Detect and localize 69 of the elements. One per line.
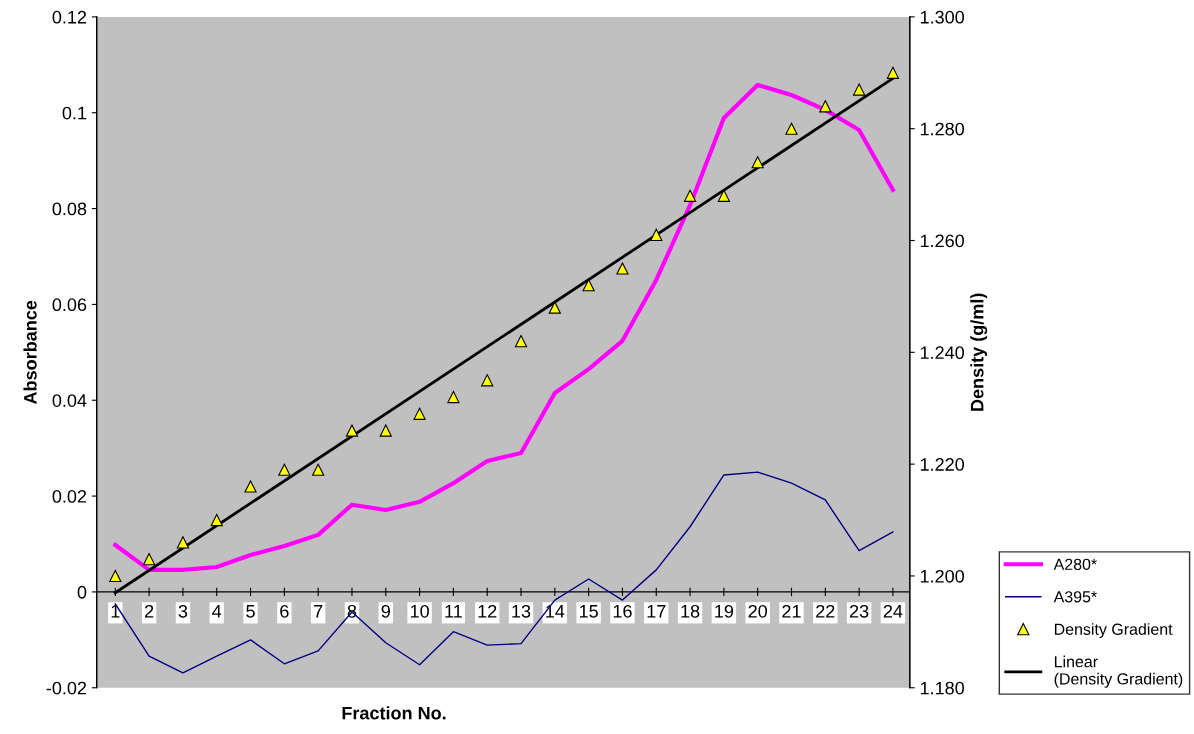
point — [650, 228, 663, 242]
point — [109, 569, 122, 583]
x-tick-label: 1 — [111, 605, 120, 618]
y-tick-label: 0.06 — [52, 298, 87, 312]
point — [176, 536, 190, 549]
y2-tick-label: 1.300 — [920, 10, 965, 24]
y2-tick-label: 1.220 — [920, 458, 965, 471]
y2-tick-label: 1.180 — [920, 681, 965, 695]
x-tick-label: 18 — [681, 604, 700, 618]
x-tick-label: 4 — [212, 605, 222, 618]
x-tick-label: 7 — [314, 605, 323, 618]
point — [717, 189, 730, 202]
point — [278, 463, 291, 476]
y2-tick-label: 1.280 — [920, 122, 965, 136]
point — [514, 335, 528, 348]
legend-label: Density Gradient — [1054, 623, 1173, 639]
x-tick-label: 10 — [410, 604, 429, 618]
x-tick-label: 19 — [715, 604, 734, 618]
y-tick-label: -0.02 — [46, 681, 87, 695]
point — [819, 100, 832, 113]
legend-label: Linear (Density Gradient) — [1054, 655, 1183, 688]
x-tick-label: 16 — [613, 604, 632, 618]
x-tick-label: 20 — [748, 604, 768, 618]
y-tick-label: 0 — [77, 585, 87, 599]
point — [853, 83, 866, 96]
y-axis-title: Absorbance — [23, 300, 37, 405]
x-tick-label: 24 — [883, 604, 903, 618]
y-tick-label: 0.1 — [62, 106, 87, 120]
point — [785, 122, 798, 135]
x-tick-label: 2 — [145, 604, 154, 618]
x-tick-label: 6 — [280, 604, 289, 618]
y2-axis-title: Density (g/ml) — [970, 293, 988, 411]
point — [210, 513, 223, 527]
x-tick-label: 15 — [579, 605, 598, 618]
x-axis-title: Fraction No. — [342, 706, 446, 720]
point — [312, 463, 325, 476]
legend-label: A395* — [1053, 591, 1097, 603]
y2-tick-label: 1.200 — [920, 569, 965, 583]
point — [345, 424, 359, 437]
y-tick-label: 0.12 — [52, 10, 87, 24]
point — [481, 374, 494, 387]
x-tick-label: 9 — [381, 604, 390, 618]
point — [751, 156, 764, 169]
x-tick-label: 22 — [816, 604, 835, 618]
x-tick-label: 13 — [512, 604, 531, 618]
y2-tick-label: 1.260 — [920, 234, 965, 248]
x-tick-label: 11 — [445, 605, 462, 618]
point — [244, 480, 257, 493]
x-tick-label: 21 — [782, 604, 801, 618]
point — [447, 390, 460, 404]
x-tick-label: 14 — [546, 605, 565, 618]
x-tick-label: 17 — [647, 605, 666, 618]
point — [886, 66, 900, 79]
point — [413, 407, 426, 420]
legend-label: A280* — [1053, 558, 1097, 570]
y-tick-label: 0.08 — [52, 202, 87, 216]
y-tick-label: 0.02 — [52, 490, 87, 503]
x-tick-label: 12 — [478, 604, 497, 618]
point — [616, 262, 629, 275]
x-tick-label: 5 — [246, 605, 255, 618]
point — [548, 301, 561, 314]
point — [582, 279, 595, 292]
x-tick-label: 3 — [178, 604, 188, 618]
y2-tick-label: 1.240 — [920, 346, 965, 360]
point — [683, 189, 697, 202]
x-tick-label: 23 — [849, 604, 869, 618]
point — [143, 553, 156, 566]
point — [379, 424, 392, 437]
y-tick-label: 0.04 — [52, 394, 87, 407]
